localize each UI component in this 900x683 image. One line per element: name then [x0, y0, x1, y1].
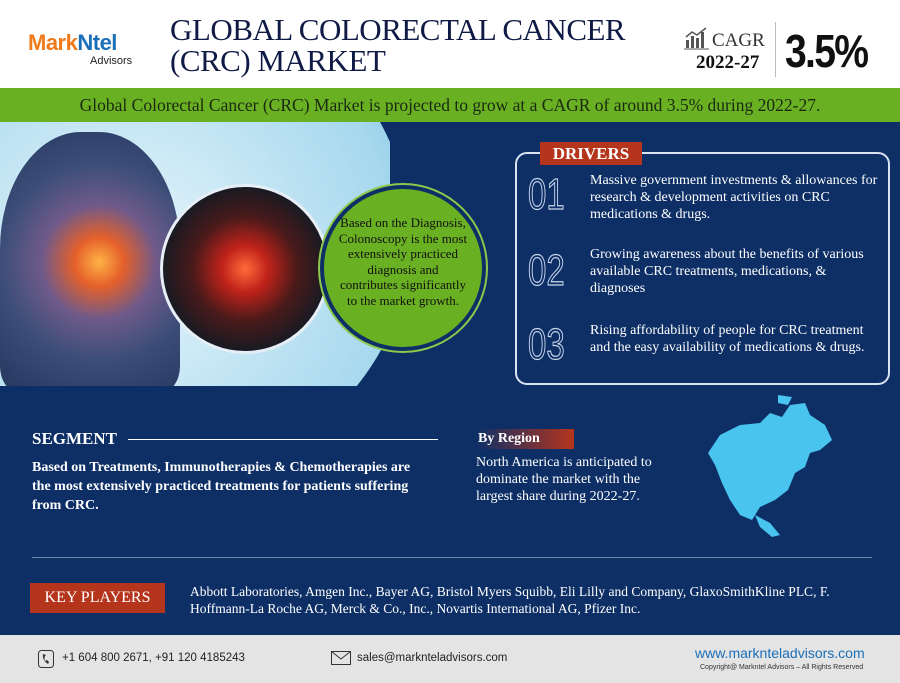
website-link[interactable]: www.marknteladvisors.com: [695, 645, 865, 661]
logo-text-mark: Mark: [28, 30, 78, 55]
bar-chart-growth-icon: [684, 27, 709, 50]
north-america-map: [708, 395, 832, 537]
region-text: North America is anticipated to dominate…: [476, 455, 652, 504]
divider: [775, 22, 776, 77]
footer: [0, 635, 900, 683]
cancer-cell-image: [160, 184, 330, 354]
drivers-title: DRIVERS: [540, 142, 642, 165]
cagr-label: CAGR: [712, 30, 765, 51]
key-players-title: KEY PLAYERS: [30, 583, 165, 613]
region-title: By Region: [476, 429, 574, 449]
phone-number[interactable]: +1 604 800 2671, +91 120 4185243: [62, 652, 245, 664]
title-line-2: (CRC) MARKET: [170, 43, 386, 78]
driver-text: Massive government investments & allowan…: [590, 173, 878, 222]
logo: MarkNtel: [28, 30, 117, 56]
segment-title: SEGMENT: [32, 429, 118, 448]
title-line-1: GLOBAL COLORECTAL CANCER: [170, 12, 626, 47]
copyright: Copyright@ Markntel Advisors – All Right…: [700, 664, 864, 671]
summary-banner: Global Colorectal Cancer (CRC) Market is…: [0, 88, 900, 122]
key-players-list: Abbott Laboratories, Amgen Inc., Bayer A…: [190, 584, 830, 616]
driver-number: 02: [528, 245, 566, 295]
logo-subtitle: Advisors: [90, 55, 133, 67]
phone-icon: [38, 650, 54, 668]
section-divider: [32, 557, 872, 558]
email-link[interactable]: sales@marknteladvisors.com: [357, 652, 508, 664]
segment-text: Based on Treatments, Immunotherapies & C…: [32, 460, 411, 513]
driver-number: 01: [528, 169, 566, 219]
diagnosis-callout: Based on the Diagnosis, Colonoscopy is t…: [320, 185, 486, 351]
drivers-panel: [515, 152, 890, 385]
header: [0, 0, 900, 88]
email-icon: [331, 651, 351, 665]
cagr-years: 2022-27: [696, 52, 760, 73]
digestive-system-image: [0, 132, 180, 386]
driver-text: Rising affordability of people for CRC t…: [590, 323, 865, 355]
driver-text: Growing awareness about the benefits of …: [590, 247, 864, 296]
segment-divider: [128, 439, 438, 440]
hero-illustration: [0, 122, 390, 386]
driver-number: 03: [528, 319, 566, 369]
page-title: GLOBAL COLORECTAL CANCER (CRC) MARKET: [170, 12, 626, 78]
logo-text-ntel: Ntel: [77, 30, 117, 55]
cagr-value: 3.5%: [785, 25, 869, 77]
